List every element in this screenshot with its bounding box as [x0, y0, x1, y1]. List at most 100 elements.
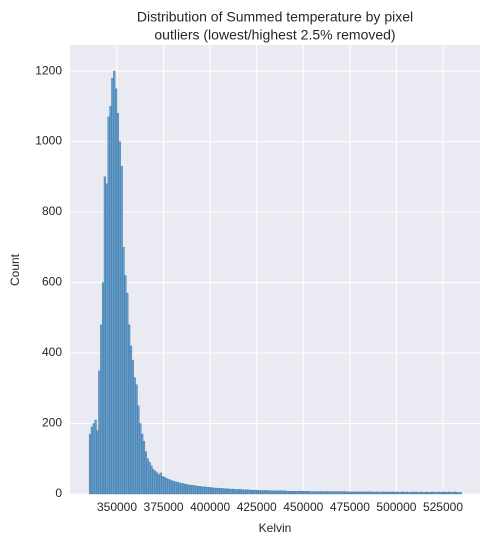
- bar: [101, 282, 105, 495]
- bar: [290, 491, 293, 495]
- bar: [392, 491, 395, 495]
- bar: [273, 490, 276, 495]
- bar: [405, 491, 408, 495]
- bar: [230, 488, 233, 495]
- bar: [454, 491, 457, 495]
- bar: [291, 491, 295, 495]
- bar: [418, 492, 421, 495]
- bar: [249, 489, 252, 495]
- bar: [329, 491, 332, 495]
- bar: [440, 492, 444, 495]
- bar: [187, 484, 190, 495]
- bar: [271, 490, 274, 495]
- bar: [345, 491, 349, 495]
- bar: [196, 486, 200, 495]
- y-tick-label: 400: [42, 345, 62, 359]
- bar: [226, 488, 229, 495]
- bar: [318, 491, 321, 495]
- bar: [206, 487, 209, 495]
- y-axis-label: Count: [8, 253, 22, 286]
- bar: [373, 492, 377, 495]
- bar: [370, 491, 373, 495]
- bar: [198, 486, 201, 495]
- bar: [224, 488, 228, 495]
- bar: [208, 487, 211, 495]
- bar: [209, 487, 213, 495]
- bar: [239, 489, 242, 495]
- x-tick-label: 500000: [376, 500, 416, 514]
- bar: [169, 479, 172, 495]
- bar: [316, 491, 319, 495]
- bar: [377, 491, 380, 495]
- bar: [381, 491, 384, 495]
- bar: [96, 430, 99, 495]
- y-tick-label: 800: [42, 204, 62, 218]
- bar: [236, 489, 239, 495]
- y-tick-label: 200: [42, 416, 62, 430]
- bar: [366, 491, 369, 495]
- bar: [146, 458, 149, 495]
- bar: [159, 472, 162, 495]
- bar: [310, 491, 313, 495]
- bar: [154, 470, 157, 495]
- bar: [409, 492, 412, 495]
- bar: [221, 488, 224, 495]
- bar: [282, 490, 285, 495]
- bar: [448, 491, 451, 495]
- bar: [157, 474, 161, 495]
- bar: [351, 491, 354, 495]
- bar: [90, 426, 93, 495]
- bar: [278, 490, 282, 495]
- bar: [245, 489, 248, 495]
- bar: [319, 491, 323, 495]
- bar: [228, 488, 231, 495]
- bar: [167, 479, 170, 495]
- bar: [200, 486, 203, 495]
- bar: [250, 489, 254, 495]
- bar: [420, 491, 423, 495]
- bar: [170, 480, 174, 495]
- bar: [398, 492, 401, 495]
- bar: [359, 491, 362, 495]
- bar: [116, 113, 120, 495]
- bar: [422, 492, 425, 495]
- bar: [308, 491, 311, 495]
- bar: [258, 490, 261, 495]
- bar: [148, 462, 151, 495]
- bar: [182, 483, 185, 495]
- bar: [357, 491, 360, 495]
- bar: [215, 487, 218, 495]
- bar: [286, 491, 289, 495]
- bar: [219, 488, 222, 495]
- bar: [269, 490, 272, 495]
- bar: [107, 116, 110, 495]
- bar: [429, 492, 432, 495]
- bar: [211, 487, 215, 495]
- bar: [344, 491, 347, 495]
- bar: [139, 423, 142, 495]
- bar: [265, 490, 269, 495]
- y-tick-label: 1000: [35, 134, 62, 148]
- y-tick-label: 1200: [35, 63, 62, 77]
- bar: [403, 492, 406, 495]
- bar: [336, 491, 339, 495]
- bar: [155, 472, 159, 495]
- bar: [128, 324, 131, 495]
- bar: [174, 481, 177, 495]
- bar: [204, 486, 207, 495]
- bar: [275, 490, 278, 495]
- bar: [288, 491, 291, 495]
- bar: [243, 489, 246, 495]
- bar: [195, 485, 198, 495]
- bar: [368, 491, 371, 495]
- bar: [457, 492, 460, 495]
- chart-title: outliers (lowest/highest 2.5% removed): [154, 27, 395, 43]
- bar: [189, 485, 192, 495]
- y-tick-label: 0: [55, 486, 62, 500]
- bar: [241, 489, 244, 495]
- bar: [142, 440, 146, 495]
- bar: [424, 492, 427, 495]
- bar: [122, 247, 125, 495]
- bar: [347, 491, 351, 495]
